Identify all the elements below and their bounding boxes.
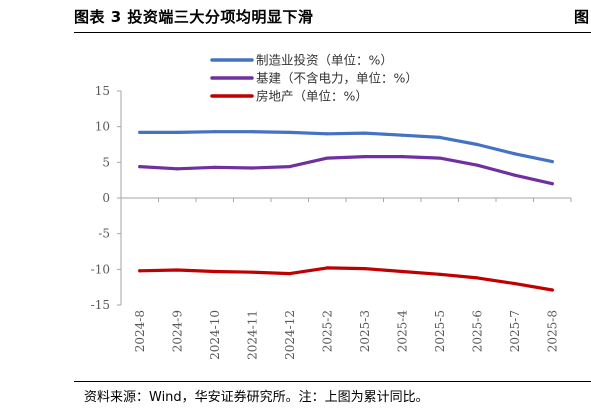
title-rule	[74, 32, 591, 33]
data-point-1-2	[213, 165, 217, 169]
data-point-2-8	[438, 272, 442, 276]
legend: 制造业投资（单位：%） 基建（不含电力，单位：%） 房地产（单位：%）	[210, 53, 418, 104]
data-point-0-3	[250, 130, 254, 134]
data-point-1-9	[475, 163, 479, 167]
data-point-0-10	[513, 152, 517, 156]
x-tick-label: 2025-7	[508, 310, 522, 352]
data-point-0-11	[550, 160, 554, 164]
x-tick-label: 2025-5	[433, 310, 447, 352]
y-tick-label: 5	[102, 155, 110, 169]
data-point-1-5	[325, 156, 329, 160]
legend-label-1: 基建（不含电力，单位：%）	[256, 71, 418, 86]
data-point-1-8	[438, 156, 442, 160]
data-point-0-0	[138, 130, 142, 134]
data-point-2-3	[250, 270, 254, 274]
data-point-2-11	[550, 288, 554, 292]
data-point-2-4	[288, 272, 292, 276]
data-point-2-10	[513, 282, 517, 286]
data-point-1-4	[288, 165, 292, 169]
series-lines	[138, 130, 554, 292]
data-point-0-7	[400, 133, 404, 137]
data-point-2-6	[363, 267, 367, 271]
data-point-2-0	[138, 269, 142, 273]
data-point-0-5	[325, 132, 329, 136]
x-tick-label: 2024-9	[170, 310, 184, 352]
x-tick-label: 2025-6	[470, 310, 484, 352]
data-point-0-6	[363, 131, 367, 135]
x-tick-label: 2024-11	[245, 310, 259, 360]
series-line-0	[138, 130, 554, 164]
data-point-1-3	[250, 166, 254, 170]
y-tick-label: -15	[91, 298, 110, 312]
x-tick-label: 2025-3	[358, 310, 372, 352]
x-tick-label: 2025-4	[395, 310, 409, 353]
y-tick-label: -5	[98, 227, 110, 241]
x-tick-label: 2024-10	[208, 310, 222, 360]
data-point-0-4	[288, 130, 292, 134]
source-rule	[74, 381, 591, 382]
data-point-1-7	[400, 155, 404, 159]
data-point-1-1	[175, 167, 179, 171]
data-point-2-2	[213, 269, 217, 274]
x-tick-labels: 2024-8 2024-9 2024-10 2024-11 2024-12 2025-2 2…	[133, 310, 560, 360]
figure-title: 图表 3 投资端三大分项均明显下滑	[74, 8, 314, 26]
data-point-2-5	[325, 266, 329, 270]
data-point-0-9	[475, 142, 479, 147]
axes: 15 10 5 0 -5 -10 -15	[91, 84, 572, 312]
x-tick-label: 2024-12	[283, 310, 297, 360]
series-line-1	[138, 155, 554, 186]
x-tick-label: 2024-8	[133, 310, 147, 352]
data-point-0-2	[213, 130, 217, 134]
data-point-1-6	[363, 155, 367, 159]
data-point-0-8	[438, 135, 442, 139]
series-line-2	[138, 266, 554, 292]
data-point-2-9	[475, 276, 479, 280]
data-point-2-1	[175, 268, 179, 272]
data-point-1-11	[550, 182, 554, 186]
data-point-2-7	[400, 269, 404, 274]
y-tick-label: 10	[95, 120, 110, 134]
data-point-1-0	[138, 165, 142, 169]
legend-label-0: 制造业投资（单位：%）	[256, 53, 393, 68]
source-note: 资料来源：Wind，华安证券研究所。注：上图为累计同比。	[84, 390, 429, 405]
x-tick-label: 2025-8	[545, 310, 559, 352]
data-point-1-10	[513, 173, 517, 177]
data-point-0-1	[175, 130, 179, 134]
figure-title-next: 图	[573, 8, 589, 26]
x-tick-label: 2025-2	[320, 310, 334, 352]
y-tick-label: -10	[91, 262, 110, 276]
y-tick-label: 0	[102, 191, 110, 205]
y-tick-label: 15	[95, 84, 110, 98]
legend-label-2: 房地产（单位：%）	[256, 89, 368, 104]
